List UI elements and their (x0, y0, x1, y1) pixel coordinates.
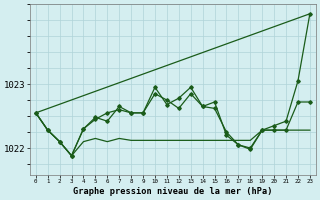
X-axis label: Graphe pression niveau de la mer (hPa): Graphe pression niveau de la mer (hPa) (73, 187, 273, 196)
